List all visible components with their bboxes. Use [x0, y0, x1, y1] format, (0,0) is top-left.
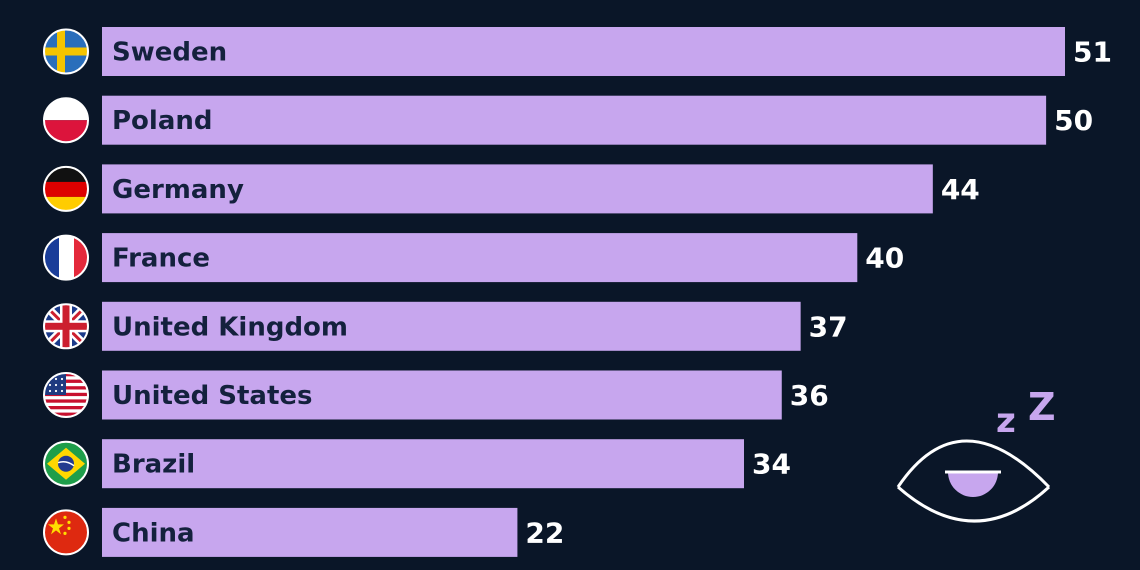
- bar-category-label: China: [112, 518, 195, 548]
- eye-lower-lid: [897, 485, 1051, 523]
- bar: [102, 301, 801, 351]
- bar: [102, 164, 933, 214]
- bar-value-label: 37: [809, 310, 848, 343]
- bar-row: Sweden 51: [43, 27, 1112, 76]
- bar: [102, 233, 858, 283]
- poland-flag-icon: [43, 97, 89, 144]
- z-small-text: z: [996, 401, 1016, 441]
- bar-rows: Sweden 51 Poland 50 Germany 44 France 40 United …: [43, 27, 1112, 557]
- bar-value-label: 51: [1073, 36, 1112, 69]
- bar: [102, 507, 518, 557]
- bar-row: United Kingdom 37: [43, 301, 848, 351]
- bar-value-label: 36: [790, 379, 829, 412]
- bar-value-label: 40: [865, 242, 904, 275]
- eye-upper-lid: [896, 439, 1051, 489]
- bar-value-label: 44: [941, 173, 980, 206]
- bar-row: Poland 50: [43, 95, 1093, 145]
- bar-category-label: Germany: [112, 175, 244, 205]
- bar-value-label: 34: [752, 448, 791, 481]
- bar: [102, 95, 1047, 145]
- bar-category-label: France: [112, 244, 210, 274]
- bar-category-label: United Kingdom: [112, 312, 348, 342]
- germany-flag-icon: [43, 165, 89, 212]
- bar-row: United States 36: [43, 370, 829, 420]
- bar: [102, 27, 1065, 76]
- bar-value-label: 50: [1054, 104, 1093, 137]
- z-large-text: Z: [1028, 385, 1056, 429]
- bar-row: Germany 44: [43, 164, 980, 214]
- bar-row: France 40: [43, 233, 904, 283]
- us-flag-icon: [43, 372, 89, 418]
- bar-category-label: United States: [112, 381, 313, 411]
- bar: [102, 370, 782, 420]
- brazil-flag-icon: [43, 440, 89, 487]
- bar: [102, 439, 744, 489]
- eye-pupil: [948, 472, 998, 497]
- france-flag-icon: [43, 234, 89, 281]
- sleeping-eye-icon: z Z: [896, 385, 1056, 523]
- bar-category-label: Brazil: [112, 450, 195, 480]
- bar-row: Brazil 34: [43, 439, 791, 489]
- bar-category-label: Poland: [112, 106, 213, 136]
- uk-flag-icon: [43, 303, 89, 350]
- bar-category-label: Sweden: [112, 38, 227, 68]
- bar-row: China 22: [43, 507, 564, 557]
- china-flag-icon: [43, 509, 89, 556]
- sweden-flag-icon: [43, 28, 89, 75]
- bar-value-label: 22: [525, 516, 564, 549]
